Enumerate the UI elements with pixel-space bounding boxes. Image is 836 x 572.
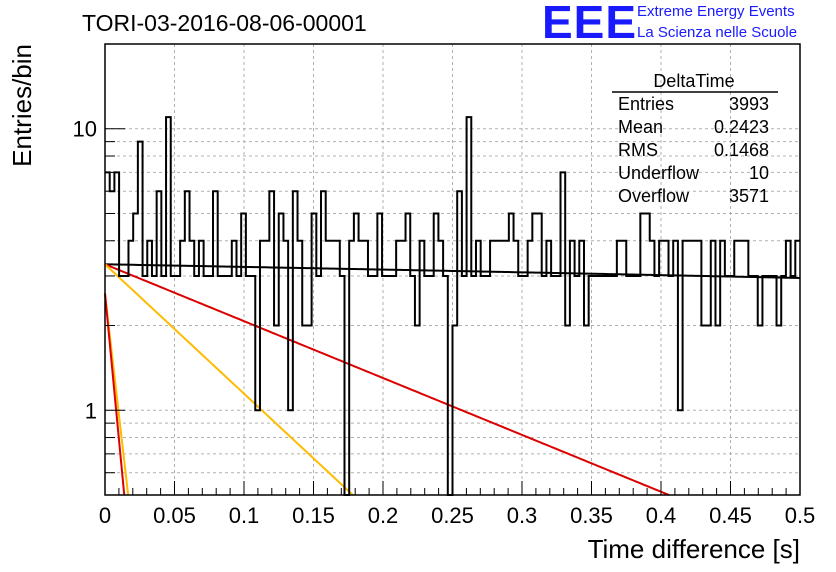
stats-row-label: Entries [618,94,674,114]
eee-logo: EEE Extreme Energy Events La Scienza nel… [542,0,797,48]
eee-logo-line1: Extreme Energy Events [637,3,795,20]
x-tick-label: 0 [99,503,111,528]
stats-row-value: 10 [749,163,769,183]
fit-curve-1 [104,263,670,496]
stats-row-value: 3571 [729,186,769,206]
fit-curves [104,263,801,496]
x-tick-label: 0.2 [368,503,399,528]
fit-curve-4 [104,293,126,496]
fit-curve-2 [104,263,354,496]
x-axis-label: Time difference [s] [588,534,800,564]
histogram-steps [105,116,800,496]
axis-ticks [104,43,801,496]
stats-row-value: 0.2423 [714,117,769,137]
y-tick-label: 10 [73,117,97,142]
stats-row-value: 0.1468 [714,140,769,160]
stats-row-label: Mean [618,117,663,137]
x-tick-label: 0.35 [570,503,613,528]
stats-box: DeltaTime Entries 3993 Mean 0.2423 RMS 0.1468… [612,71,778,206]
x-tick-label: 0.15 [292,503,335,528]
y-tick-label: 1 [85,398,97,423]
eee-logo-mark: EEE [542,0,637,48]
x-tick-label: 0.4 [646,503,677,528]
y-tick-labels: 1 10 [73,117,97,424]
stats-row-label: RMS [618,140,658,160]
chart-title: TORI-03-2016-08-06-00001 [82,10,367,36]
fit-curve-0 [104,263,801,279]
stats-rows: Entries 3993 Mean 0.2423 RMS 0.1468 Underflow 1… [618,94,769,206]
x-tick-label: 0.25 [431,503,474,528]
eee-logo-line2: La Scienza nelle Scuole [637,24,797,41]
x-tick-label: 0.3 [507,503,538,528]
x-tick-label: 0.45 [709,503,752,528]
y-axis-label: Entries/bin [7,44,37,167]
stats-row-label: Overflow [618,186,690,206]
stats-row-value: 3993 [729,94,769,114]
stats-box-name: DeltaTime [653,71,734,91]
x-tick-label: 0.1 [229,503,260,528]
stats-row-label: Underflow [618,163,700,183]
x-tick-label: 0.5 [785,503,816,528]
x-tick-label: 0.05 [153,503,196,528]
x-tick-labels: 0 0.05 0.1 0.15 0.2 0.25 0.3 0.35 0.4 0.45 0.5 [99,503,815,528]
